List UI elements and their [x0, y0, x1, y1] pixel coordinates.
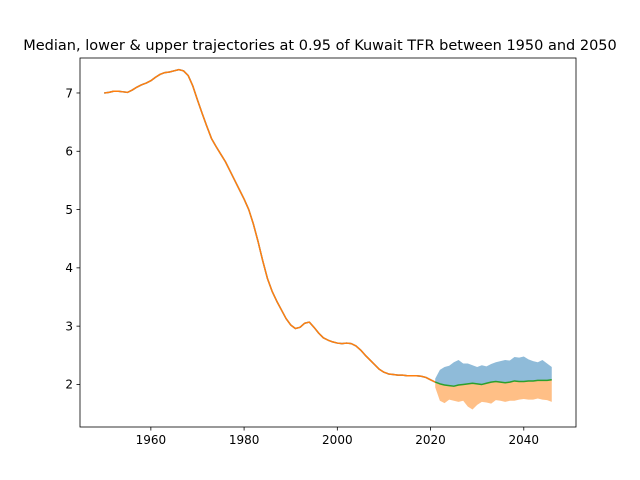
x-tick-label: 2040 — [509, 433, 540, 447]
y-tick-label: 7 — [65, 86, 73, 100]
historical-tfr-overlay-line — [104, 68, 436, 383]
x-tick-label: 1960 — [136, 433, 167, 447]
y-tick-label: 6 — [65, 145, 73, 159]
lower-trajectory-band — [435, 379, 552, 410]
plot-area — [104, 68, 552, 410]
y-tick-label: 2 — [65, 378, 73, 392]
x-tick-label: 1980 — [229, 433, 260, 447]
y-tick-label: 3 — [65, 319, 73, 333]
y-tick-label: 5 — [65, 203, 73, 217]
upper-trajectory-band — [435, 356, 552, 387]
median-trajectory-line — [434, 379, 552, 387]
axes: 1960 1980 2000 2020 2040 2 3 4 5 6 7 — [65, 57, 577, 447]
y-tick-label: 4 — [65, 261, 73, 275]
x-tick-label: 2020 — [415, 433, 446, 447]
x-tick-label: 2000 — [322, 433, 353, 447]
axes-frame — [79, 57, 577, 428]
chart-title: Median, lower & upper trajectories at 0.… — [23, 38, 617, 54]
